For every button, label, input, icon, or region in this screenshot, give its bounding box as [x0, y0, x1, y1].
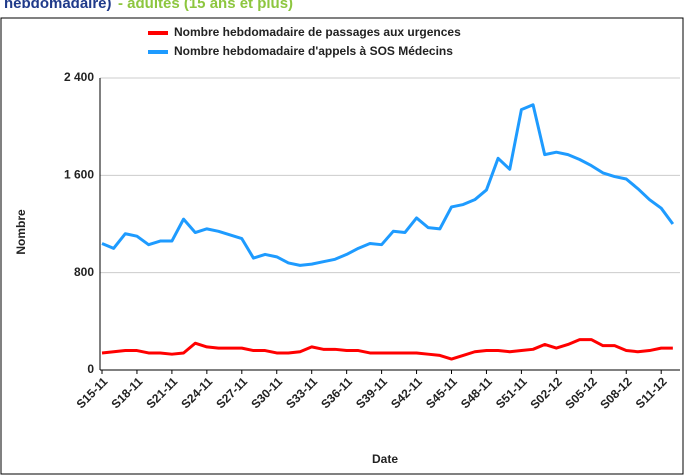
y-tick-label: 2 400 [64, 70, 94, 84]
x-tick-label: S36-11 [318, 374, 355, 411]
legend-label: Nombre hebdomadaire d'appels à SOS Médec… [174, 44, 453, 58]
line-series [101, 338, 673, 361]
x-tick-label: S33-11 [283, 374, 320, 411]
x-tick-label: S02-12 [527, 374, 564, 411]
y-tick-label: 800 [74, 265, 94, 279]
x-tick-label: S30-11 [248, 374, 285, 411]
frame [0, 17, 684, 475]
x-tick-label: S15-11 [74, 374, 111, 411]
x-tick-label: S42-11 [388, 374, 425, 411]
y-tick-label: 0 [87, 362, 94, 376]
x-tick-label: S08-12 [597, 374, 634, 411]
legend-label: Nombre hebdomadaire de passages aux urge… [174, 25, 461, 39]
x-tick-label: S51-11 [493, 374, 530, 411]
y-axis-title: Nombre [14, 209, 28, 255]
x-tick-label: S24-11 [178, 374, 215, 411]
x-axis-title: Date [372, 452, 398, 466]
x-tick-label: S27-11 [213, 374, 250, 411]
y-tick-label: 1 600 [64, 168, 94, 182]
chart-title: hebdomadaire) [4, 0, 112, 12]
x-tick-label: S11-12 [633, 374, 670, 411]
x-tick-label: S39-11 [353, 374, 390, 411]
line-series [101, 103, 675, 267]
x-tick-label: S21-11 [143, 374, 180, 411]
x-tick-label: S18-11 [109, 374, 146, 411]
x-tick-label: S05-12 [562, 374, 599, 411]
chart-subtitle: - adultes (15 ans et plus) [118, 0, 293, 12]
x-tick-label: S48-11 [458, 374, 495, 411]
x-tick-label: S45-11 [423, 374, 460, 411]
